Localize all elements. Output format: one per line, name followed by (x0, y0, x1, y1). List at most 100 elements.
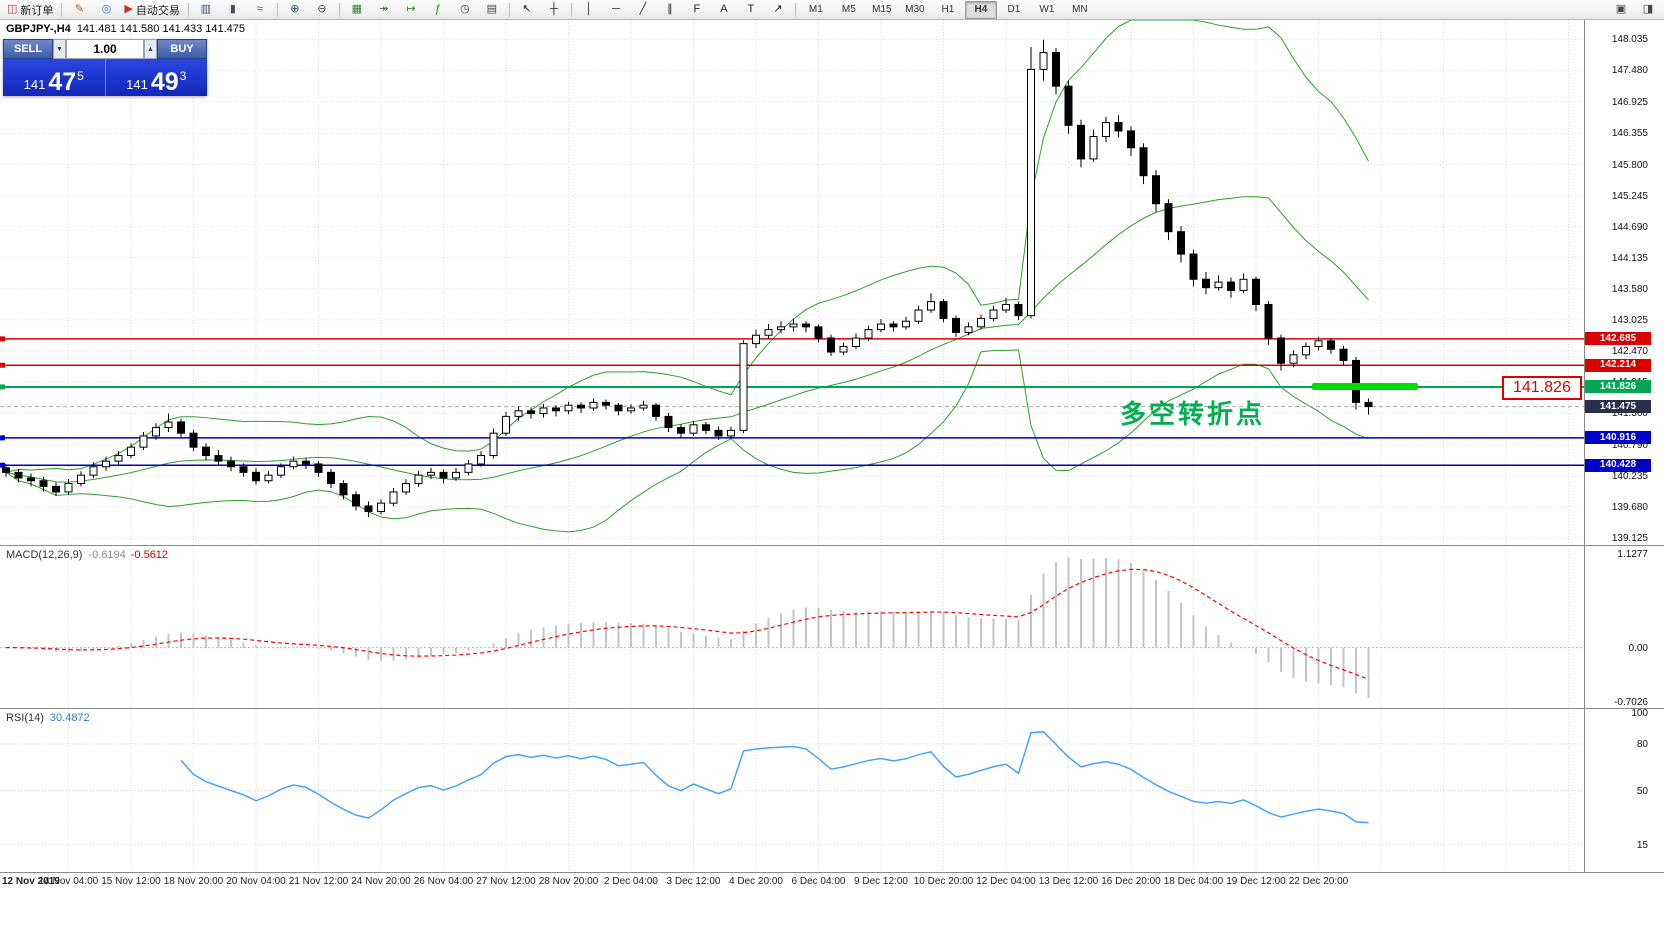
bar-chart-button[interactable]: ▥ (193, 0, 219, 19)
candle-body (89, 466, 98, 476)
chart-annotation-text[interactable]: 多空转折点 (1120, 398, 1266, 429)
timeframe-w1-button[interactable]: W1 (1039, 4, 1055, 15)
candle-body (502, 415, 510, 434)
line-chart-button[interactable]: ≈ (247, 0, 273, 19)
buy-price-display[interactable]: 141 49 3 (106, 59, 208, 96)
chart-quote-line: GBPJPY-,H4 141.481 141.580 141.433 141.47… (6, 23, 245, 35)
price-tick-label: 143.025 (1611, 314, 1648, 326)
auto-scroll-icon: ↠ (379, 3, 389, 15)
candle-body (2, 467, 10, 473)
auto-scroll-button[interactable]: ↠ (371, 0, 397, 19)
time-tick-label: 2 Dec 04:00 (604, 876, 658, 887)
sell-button[interactable]: SELL (3, 39, 53, 59)
sell-price-display[interactable]: 141 47 5 (3, 59, 106, 96)
candlestick-chart-button[interactable]: ▮ (220, 0, 246, 19)
new-chart-button[interactable]: ▣ (1608, 0, 1634, 19)
market-watch-button[interactable]: ◎ (93, 0, 119, 19)
candle-body (114, 455, 123, 462)
vertical-line-button[interactable]: │ (576, 0, 602, 19)
rsi-tick-label: 50 (1636, 785, 1648, 797)
candle-body (614, 404, 623, 412)
candle-body (314, 463, 323, 473)
time-tick-label: 12 Dec 04:00 (976, 876, 1036, 887)
periods-button[interactable]: ◷ (452, 0, 478, 19)
timeframe-m15-button[interactable]: M15 (872, 4, 892, 15)
timeframe-mn-button[interactable]: MN (1072, 4, 1088, 15)
price-callout-label[interactable]: 141.826 (1502, 375, 1582, 400)
time-tick-label: 15 Nov 12:00 (101, 876, 161, 887)
timeframe-d1-button[interactable]: D1 (1007, 4, 1021, 15)
candle-body (277, 466, 285, 476)
candle-body (1002, 303, 1010, 311)
pencil-icon: ✎ (74, 3, 85, 15)
text-button[interactable]: A (711, 0, 737, 19)
timeframe-m30-button[interactable]: M30 (905, 4, 925, 15)
profiles-button[interactable]: ◨ (1635, 0, 1661, 19)
price-tick-label: 143.580 (1611, 283, 1648, 295)
chart-symbol-label: GBPJPY-,H4 (6, 23, 71, 35)
timeframe-m5-button[interactable]: M5 (841, 4, 856, 15)
arrows-button[interactable]: ↗ (765, 0, 791, 19)
candle-body (1139, 147, 1148, 177)
cursor-button[interactable]: ↖ (514, 0, 540, 19)
toolbar-separator (276, 2, 278, 17)
price-tick-label: 142.470 (1611, 345, 1648, 357)
candle-body (1339, 348, 1348, 361)
indicators-button[interactable]: ƒ (425, 0, 451, 19)
chart-shift-button[interactable]: ↦ (398, 0, 424, 19)
candle-body (52, 485, 60, 493)
rsi-tick-label: 80 (1636, 739, 1648, 750)
volume-input[interactable] (67, 40, 143, 58)
macd-name: MACD(12,26,9) (6, 549, 83, 561)
candle-body (639, 404, 648, 409)
timeframe-m1-button[interactable]: M1 (808, 4, 823, 15)
trendline-button[interactable]: ╱ (630, 0, 656, 19)
toolbar-separator (508, 2, 510, 17)
sell-price-prefix: 141 (23, 76, 46, 92)
time-tick-label: 18 Dec 04:00 (1163, 876, 1224, 887)
volume-decrease-button[interactable]: ▼ (53, 39, 66, 59)
templates-button[interactable]: ▤ (479, 0, 505, 19)
candle-body (377, 502, 385, 513)
buy-button[interactable]: BUY (157, 39, 207, 59)
metaeditor-button[interactable]: ✎ (66, 0, 92, 19)
highlight-bar-object[interactable] (1312, 383, 1418, 391)
zoom-in-button[interactable]: ⊕ (282, 0, 308, 19)
price-badge-142.214: 142.214 (1585, 358, 1651, 372)
price-tick-label: 145.245 (1611, 190, 1648, 202)
candle-body (564, 404, 573, 412)
new-order-button[interactable]: ◫ 新订单 (3, 0, 57, 19)
candle-body (602, 401, 610, 406)
toolbar-separator (338, 2, 340, 17)
label-button[interactable]: T (738, 0, 764, 19)
indicators-icon: ƒ (434, 3, 441, 15)
buy-price-big: 49 (150, 67, 179, 96)
candle-body (1364, 401, 1373, 408)
candle-body (927, 301, 935, 311)
price-tick-label: 139.125 (1611, 533, 1648, 545)
volume-increase-button[interactable]: ▲ (144, 39, 157, 59)
bollinger-band-line (5, 196, 1369, 483)
candle-body (164, 421, 173, 429)
candle-body (1302, 345, 1310, 356)
candle-body (739, 343, 748, 431)
grid-button[interactable]: ▦ (344, 0, 370, 19)
rsi-name: RSI(14) (6, 712, 44, 724)
horizontal-line-button[interactable]: ─ (603, 0, 629, 19)
zoom-out-button[interactable]: ⊖ (309, 0, 335, 19)
candle-body (727, 429, 735, 437)
candle-body (1152, 175, 1160, 205)
autotrading-button[interactable]: ▶ 自动交易 (120, 0, 183, 19)
fibonacci-button[interactable]: F (684, 0, 710, 19)
time-tick-label: 18 Nov 20:00 (163, 876, 224, 887)
timeframe-h1-button[interactable]: H1 (941, 4, 955, 15)
candle-body (64, 483, 73, 493)
crosshair-button[interactable]: ┼ (541, 0, 567, 19)
timeframe-h4-button[interactable]: H4 (964, 0, 997, 19)
price-badge-142.685: 142.685 (1585, 332, 1651, 346)
channel-button[interactable]: ∥ (657, 0, 683, 19)
candle-body (264, 474, 273, 482)
buy-price-prefix: 141 (126, 76, 148, 92)
